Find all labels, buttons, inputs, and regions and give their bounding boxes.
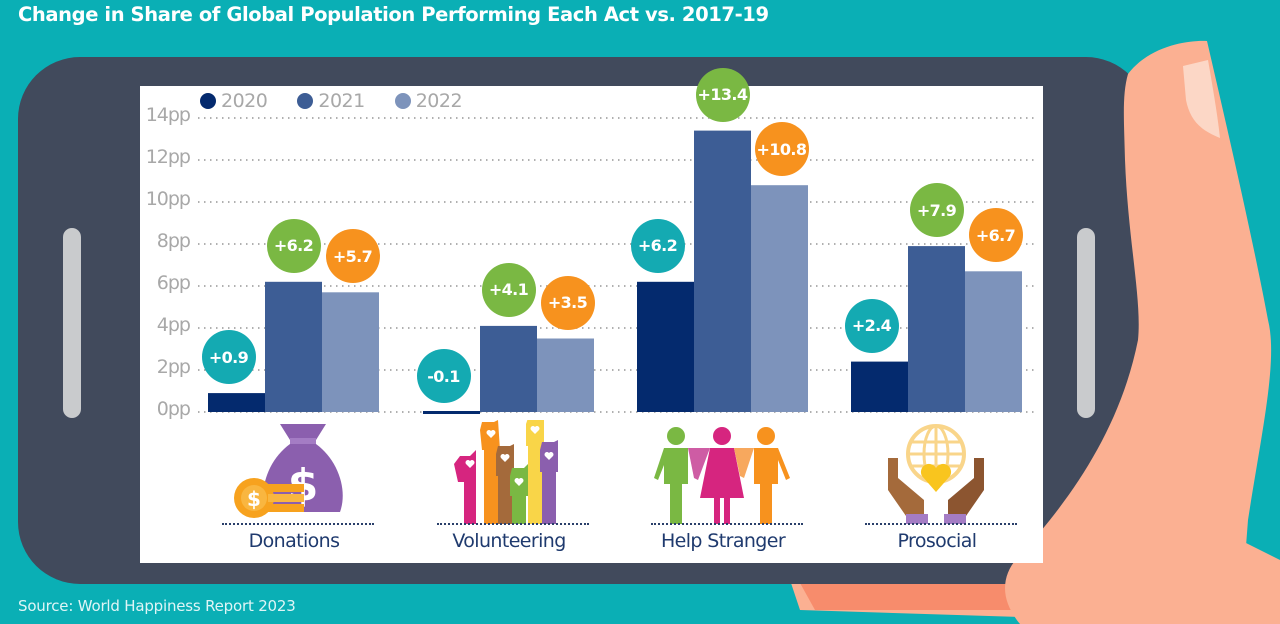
y-tick-label: 14pp [145, 104, 191, 126]
bars [208, 130, 1022, 414]
y-tick-label: 4pp [156, 314, 191, 336]
source-note: Source: World Happiness Report 2023 [18, 597, 296, 615]
data-label-2021-help-stranger: +13.4 [695, 67, 750, 122]
raised-hands-icon [454, 420, 558, 524]
data-label-2020-volunteering: -0.1 [416, 349, 471, 403]
bar-2020-help-stranger [637, 281, 694, 412]
bar-2022-volunteering [537, 338, 594, 412]
people-icon [654, 427, 790, 524]
phone-button-right [1077, 228, 1095, 418]
bar-2020-donations [208, 393, 265, 412]
bar-2020-prosocial [851, 361, 908, 412]
thumb [1005, 40, 1272, 624]
data-label-2022-help-stranger: +10.8 [754, 122, 809, 177]
data-label-2020-donations: +0.9 [201, 330, 256, 385]
data-label-2021-donations: +6.2 [266, 218, 321, 273]
y-tick-label: 12pp [145, 146, 191, 168]
bar-2022-donations [322, 292, 379, 412]
legend: 2020 2021 2022 [200, 90, 492, 112]
data-label-2020-prosocial: +2.4 [844, 298, 899, 353]
x-category-label: Help Stranger [660, 530, 786, 552]
bar-2020-volunteering [423, 411, 480, 414]
y-tick-label: 8pp [156, 230, 191, 252]
y-tick-label: 10pp [145, 188, 191, 210]
legend-item-2021: 2021 [297, 90, 365, 112]
money-bag-icon: $ $ [234, 424, 343, 518]
legend-item-2020: 2020 [200, 90, 268, 112]
bar-2022-prosocial [965, 271, 1022, 412]
legend-dot-2022 [394, 93, 411, 109]
legend-label-2022: 2022 [415, 90, 463, 112]
legend-item-2022: 2022 [394, 90, 463, 112]
svg-text:$: $ [247, 487, 261, 511]
legend-dot-2021 [297, 93, 314, 109]
y-tick-label: 2pp [156, 356, 191, 378]
thumb-nail [1183, 60, 1220, 138]
data-label-2021-prosocial: +7.9 [909, 183, 964, 238]
data-label-2021-volunteering: +4.1 [481, 262, 536, 317]
data-label-2020-help-stranger: +6.2 [630, 218, 685, 273]
x-category-label: Volunteering [452, 530, 566, 552]
x-category-label: Prosocial [897, 530, 978, 552]
bar-2021-help-stranger [694, 130, 751, 412]
legend-dot-2020 [200, 93, 216, 109]
category-divider [437, 523, 589, 525]
chart-title: Change in Share of Global Population Per… [18, 3, 769, 26]
hand-shadow [800, 583, 1020, 610]
legend-label-2021: 2021 [318, 90, 365, 112]
category-divider [865, 523, 1017, 525]
category-divider [651, 523, 803, 525]
bar-2021-prosocial [908, 246, 965, 412]
y-tick-label: 0pp [156, 398, 191, 420]
bar-2021-volunteering [480, 325, 537, 412]
data-label-2022-volunteering: +3.5 [540, 275, 595, 330]
data-label-2022-donations: +5.7 [325, 229, 380, 284]
data-label-2022-prosocial: +6.7 [968, 208, 1023, 263]
y-tick-label: 6pp [156, 272, 191, 294]
bar-2021-donations [265, 281, 322, 412]
legend-label-2020: 2020 [221, 90, 268, 112]
x-category-label: Donations [248, 530, 340, 552]
bar-2022-help-stranger [751, 185, 808, 412]
phone-button-left [63, 228, 81, 418]
category-divider [222, 523, 374, 525]
hands-globe-heart-icon [888, 424, 984, 524]
